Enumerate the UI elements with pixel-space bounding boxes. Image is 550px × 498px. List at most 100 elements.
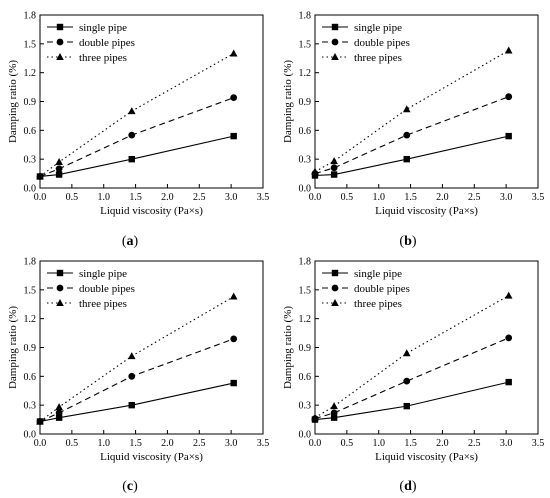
x-tick-label: 3.0 [225,192,238,203]
series-line [39,338,234,423]
data-point-triangle [127,352,136,360]
x-tick-label: 1.0 [372,192,385,203]
data-point-circle [330,409,338,417]
plot-frame [39,260,264,435]
legend-marker [331,299,339,306]
x-tick-label: 0.5 [66,192,79,203]
y-axis-title: Damping ratio (%) [7,306,19,389]
x-axis-title: Liquid viscosity (Pa×s) [100,451,203,463]
y-tick-label: 0.9 [299,97,312,108]
data-point-circle [505,93,513,101]
y-tick-label: 1.2 [299,314,312,325]
legend-label: single pipe [79,22,127,34]
legend-label: double pipes [354,37,410,49]
x-tick-label: 2.5 [468,192,481,203]
x-tick-label: 0.5 [341,192,354,203]
y-tick-label: 1.8 [24,257,37,268]
chart-panel-a: 0.0 0.5 1.0 1.5 2.0 2.5 3.0 3.5 0.0 0.3 0.6 0.9 1.2 1… [7,11,269,250]
series-single-pipe [36,379,237,425]
legend-marker [56,23,64,31]
y-tick-label: 1.8 [299,11,312,22]
series-line [314,50,509,173]
y-tick-label: 0.0 [24,430,37,441]
data-point-triangle [229,49,238,57]
series-line [314,337,509,420]
x-tick-label: 0.0 [34,438,47,449]
x-tick-label: 1.5 [404,438,417,449]
y-tick-label: 1.5 [24,285,37,296]
plot-frame [39,14,264,189]
data-point-circle [330,164,338,172]
x-tick-label: 1.0 [97,438,110,449]
y-tick-label: 0.6 [299,126,312,137]
data-point-triangle [504,46,513,54]
legend-label: three pipes [354,298,402,310]
x-tick-label: 3.5 [532,192,545,203]
data-point-square [230,132,237,140]
legend-label: three pipes [354,52,402,64]
data-point-triangle [311,413,319,421]
x-tick-label: 1.0 [372,438,385,449]
y-tick-label: 1.5 [299,39,312,50]
data-point-triangle [127,107,136,115]
legend: single pipe double pipes three pipes [322,22,410,64]
data-point-square [128,401,135,409]
x-tick-label: 2.5 [468,438,481,449]
data-point-triangle [504,291,513,299]
data-point-square [330,414,338,421]
y-tick-label: 0.0 [24,184,37,195]
y-tick-label: 0.0 [299,184,312,195]
series-line [39,52,234,177]
legend-label: double pipes [354,283,410,295]
x-tick-label: 3.0 [225,438,238,449]
data-point-circle [230,335,238,343]
x-tick-label: 1.5 [129,192,142,203]
legend-marker [56,269,64,277]
data-point-triangle [55,158,63,166]
x-tick-label: 2.5 [193,192,206,203]
x-tick-label: 0.0 [309,438,322,449]
legend-marker [56,38,64,46]
x-tick-label: 0.5 [66,438,79,449]
y-tick-label: 0.9 [299,343,312,354]
panel-caption: (d) [399,479,416,494]
x-tick-label: 3.0 [500,438,513,449]
y-tick-label: 0.6 [24,126,37,137]
x-tick-label: 2.5 [193,438,206,449]
y-tick-label: 0.3 [299,401,312,412]
chart-panel-d: 0.0 0.5 1.0 1.5 2.0 2.5 3.0 3.5 0.0 0.3 0.6 0.9 1.2 1… [282,257,544,495]
x-tick-label: 0.5 [341,438,354,449]
y-axis-title: Damping ratio (%) [282,306,294,389]
y-tick-label: 1.2 [24,314,37,325]
data-point-triangle [36,172,44,180]
data-point-circle [505,334,513,342]
panel-caption: (a) [122,234,139,249]
series-single-pipe [311,132,512,179]
y-tick-label: 0.0 [299,430,312,441]
data-point-square [128,155,135,163]
chart-panel-c: 0.0 0.5 1.0 1.5 2.0 2.5 3.0 3.5 0.0 0.3 0.6 0.9 1.2 1… [7,257,269,495]
x-tick-label: 0.0 [309,192,322,203]
x-tick-label: 3.5 [257,438,270,449]
y-axis-title: Damping ratio (%) [7,60,19,143]
series-three-pipes [311,291,513,421]
legend-label: three pipes [79,52,127,64]
data-point-square [403,402,410,410]
series-three-pipes [36,292,238,425]
series-double-pipes [311,334,513,423]
data-point-square [505,378,512,386]
data-point-triangle [402,105,411,113]
plot-frame [314,14,539,189]
y-tick-label: 1.2 [299,68,312,79]
x-tick-label: 3.5 [257,192,270,203]
data-point-square [330,171,338,178]
y-axis-title: Damping ratio (%) [282,60,294,143]
data-point-circle [55,165,63,173]
y-tick-label: 0.3 [24,401,37,412]
chart-panel-b: 0.0 0.5 1.0 1.5 2.0 2.5 3.0 3.5 0.0 0.3 0.6 0.9 1.2 1… [282,11,544,250]
legend-marker [331,269,339,277]
x-tick-label: 1.0 [97,192,110,203]
series-line [314,295,509,419]
data-point-circle [403,131,411,139]
